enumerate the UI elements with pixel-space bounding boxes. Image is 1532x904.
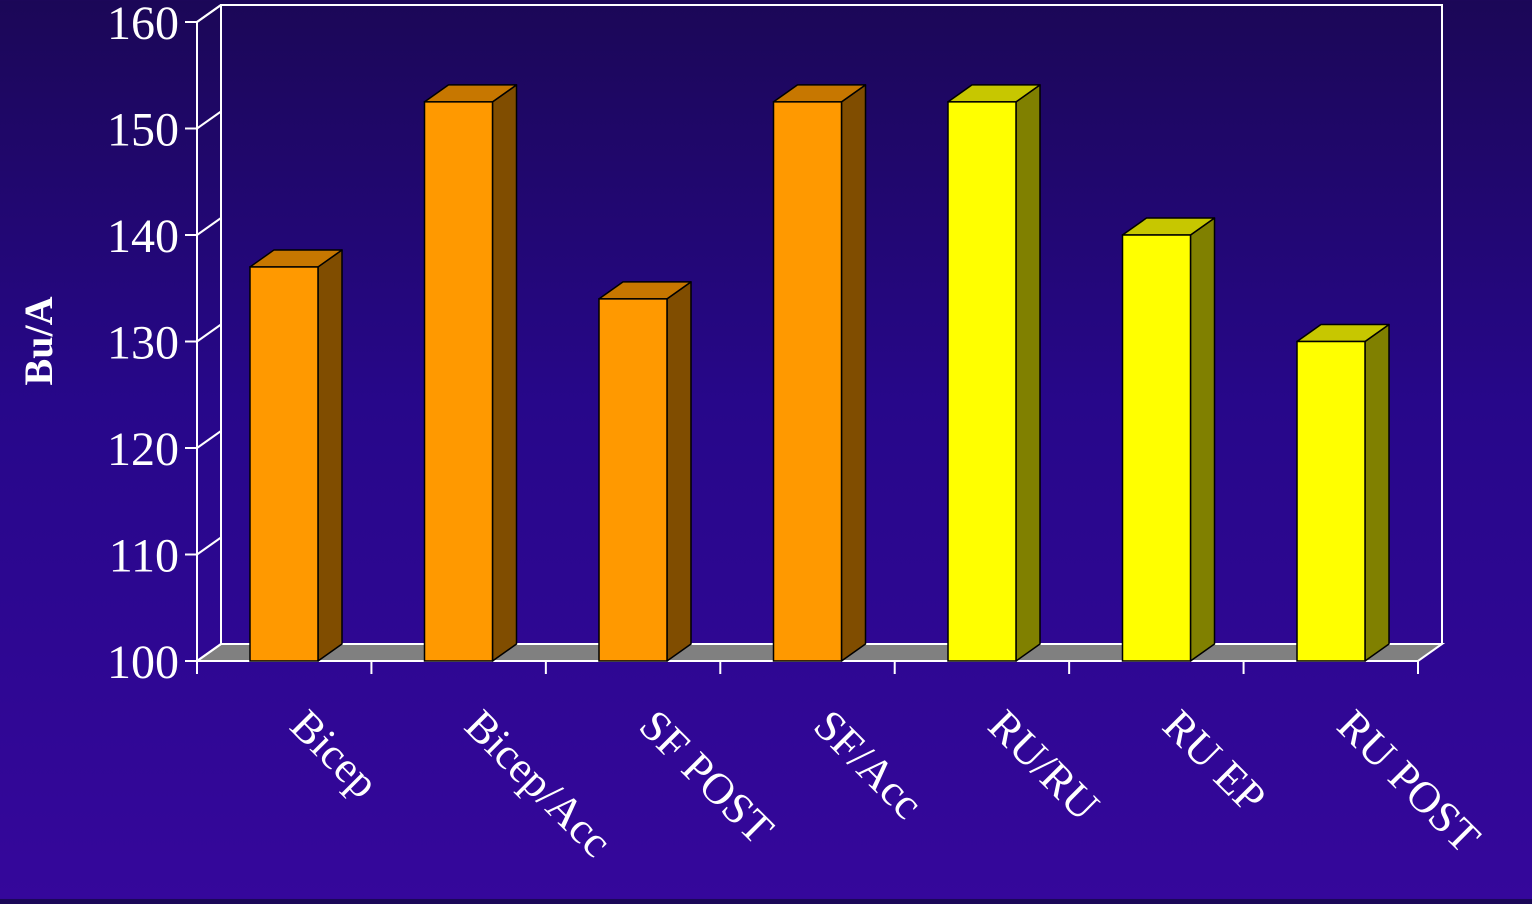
bar-side	[1189, 217, 1216, 662]
bar-side	[1364, 323, 1390, 662]
bar-3	[772, 84, 867, 662]
x-category-label: SF/Acc	[804, 700, 932, 828]
bar-front	[772, 101, 843, 662]
bar-1	[423, 84, 518, 662]
y-tick-label: 110	[109, 530, 179, 583]
y-tick-depth	[196, 110, 222, 130]
bar-front	[598, 298, 668, 662]
x-category-label: SF POST	[630, 700, 783, 853]
y-tick-depth	[196, 217, 222, 236]
bar-front	[1121, 234, 1192, 662]
bar-side	[840, 84, 867, 662]
y-tick-depth	[196, 536, 222, 556]
bar-0	[249, 249, 343, 662]
y-tick-label: 160	[107, 0, 179, 50]
bar-side	[666, 281, 692, 662]
bar-front	[1296, 340, 1366, 662]
y-tick-label: 150	[107, 104, 179, 157]
y-tick-label: 100	[107, 636, 179, 689]
bar-side	[1015, 84, 1041, 662]
y-tick-depth	[196, 4, 222, 23]
y-tick-label: 120	[107, 423, 179, 476]
bar-6	[1296, 323, 1390, 662]
y-tick-label: 140	[107, 210, 179, 263]
bar-front	[947, 101, 1017, 662]
bar-2	[598, 281, 692, 662]
bar-front	[249, 266, 319, 662]
y-tick-depth	[196, 323, 222, 343]
y-tick-depth	[196, 430, 222, 449]
y-axis-title: Bu/A	[16, 296, 61, 385]
bar-front	[423, 101, 494, 662]
bar-side	[317, 249, 343, 662]
chart-bars	[249, 84, 1390, 662]
bar-4	[947, 84, 1041, 662]
y-tick-label: 130	[107, 317, 179, 370]
x-category-label: RU EP	[1153, 700, 1275, 822]
x-category-label: RU/RU	[979, 700, 1109, 830]
x-category-label: Bicep	[281, 700, 388, 807]
y-tick-depth	[196, 643, 222, 662]
bar-side	[491, 84, 518, 662]
x-category-label: RU POST	[1328, 700, 1490, 862]
bar-5	[1121, 217, 1216, 662]
x-category-label: Bicep/Acc	[455, 700, 621, 866]
